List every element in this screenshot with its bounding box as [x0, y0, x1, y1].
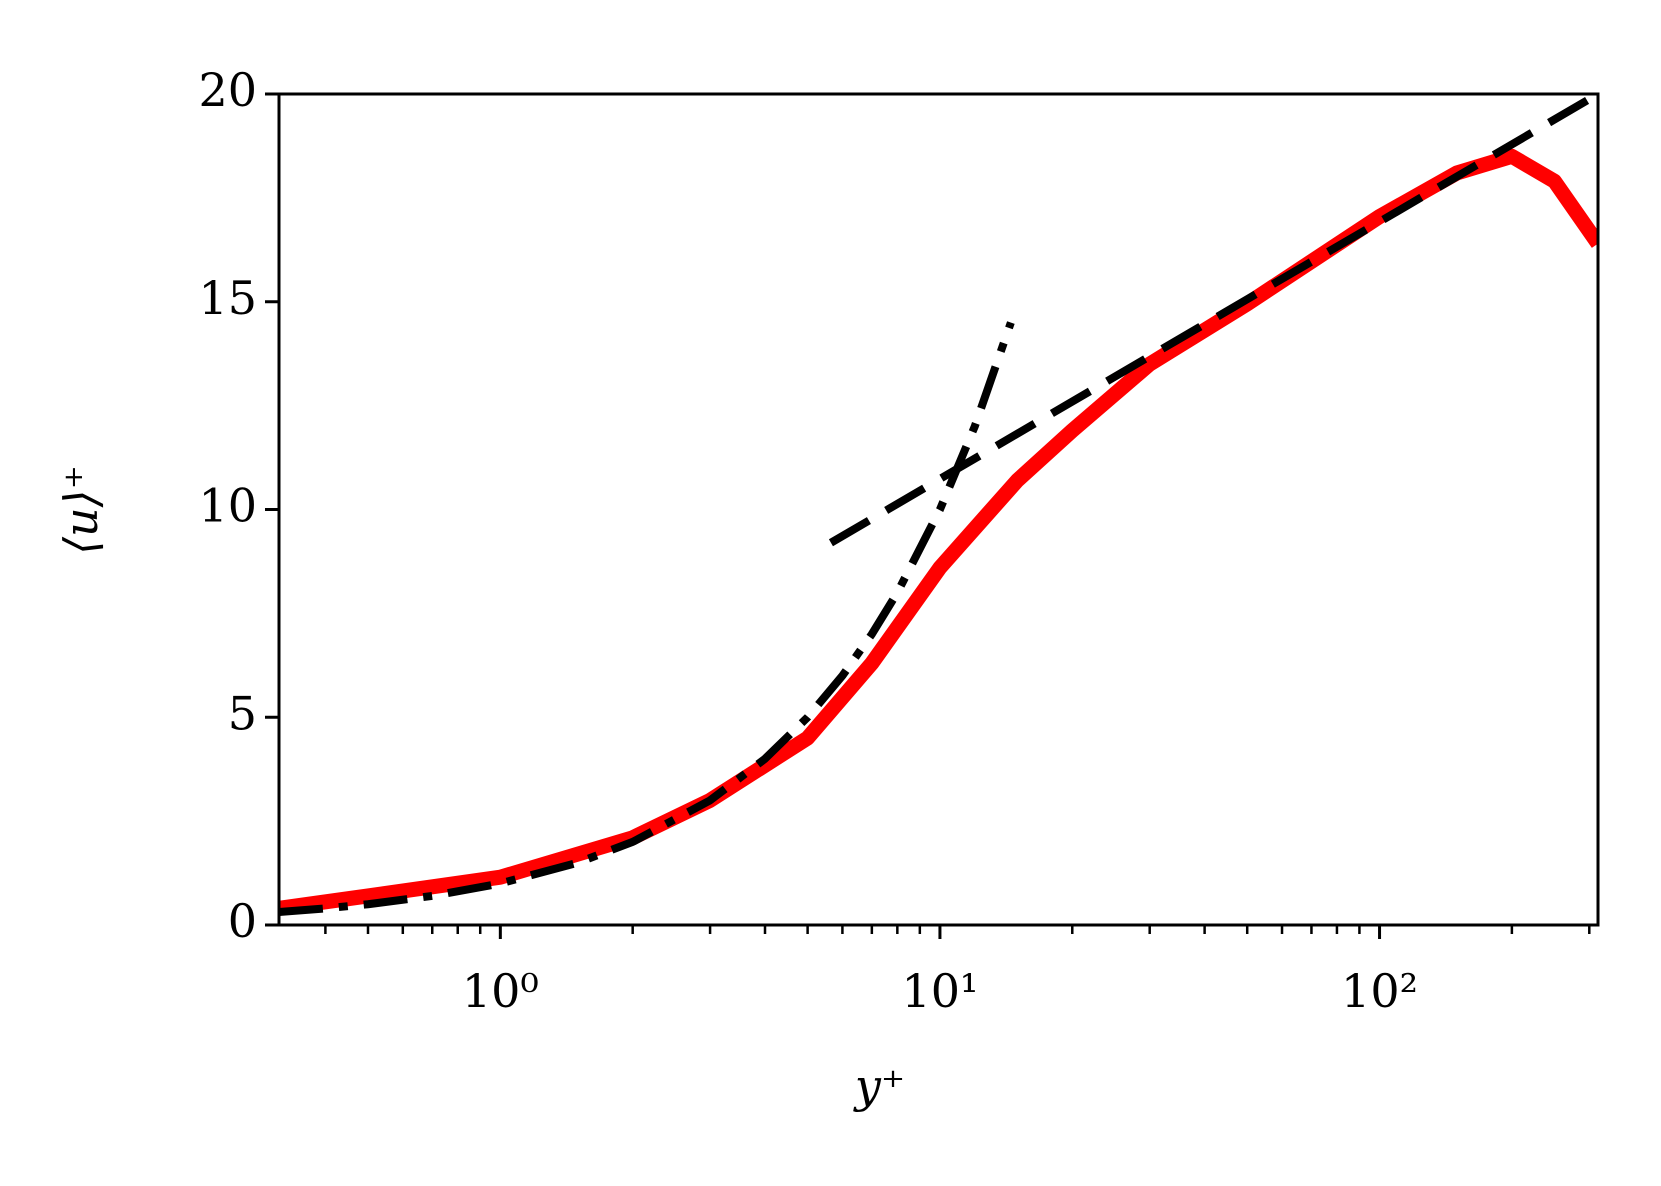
- y-tick-label: 20: [198, 63, 257, 117]
- y-tick-label: 0: [228, 894, 257, 948]
- y-tick-label: 5: [228, 686, 257, 740]
- x-tick-label: 10¹: [901, 964, 978, 1018]
- y-axis-label: ⟨u⟩⁺: [54, 465, 108, 555]
- y-tick-label: 10: [198, 479, 257, 533]
- x-tick-label: 10⁰: [462, 964, 539, 1018]
- y-tick-label: 15: [198, 271, 257, 325]
- x-axis-label: y⁺: [853, 1059, 905, 1113]
- x-tick-label: 10²: [1341, 964, 1418, 1018]
- data-line: [279, 148, 1598, 916]
- data-line: [279, 321, 1015, 916]
- data-line: [828, 90, 1598, 547]
